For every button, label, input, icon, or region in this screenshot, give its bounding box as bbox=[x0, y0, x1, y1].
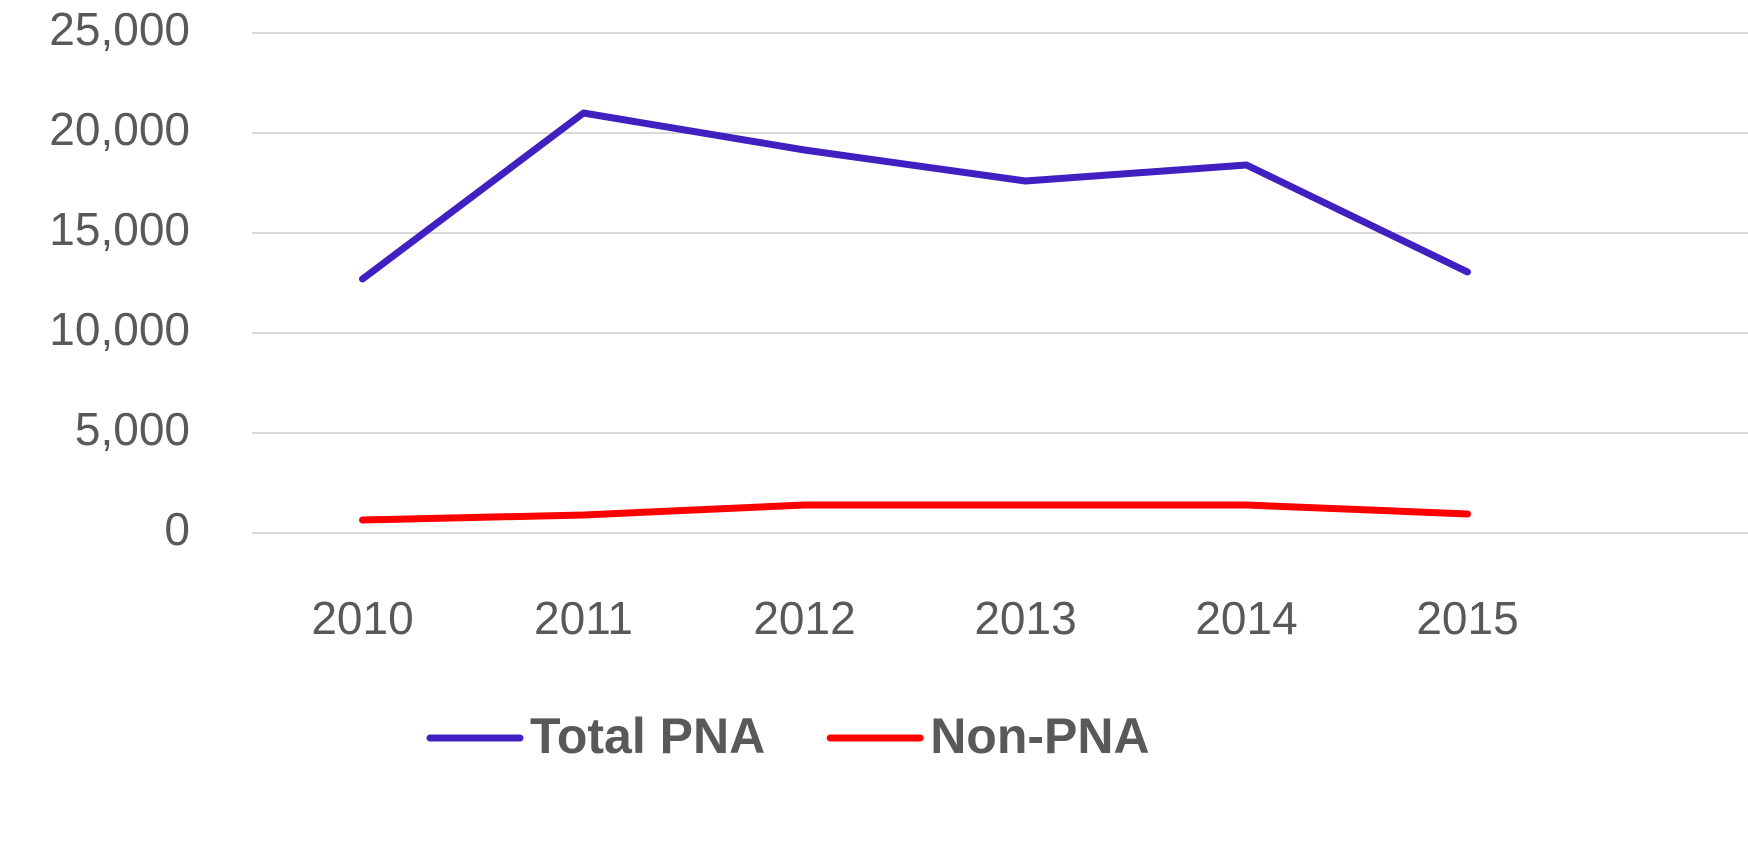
y-tick-label: 15,000 bbox=[49, 203, 190, 255]
y-tick-label: 20,000 bbox=[49, 103, 190, 155]
series-line bbox=[359, 501, 1471, 524]
legend-label: Non-PNA bbox=[930, 708, 1149, 764]
series-line bbox=[359, 109, 1471, 283]
y-tick-label: 0 bbox=[164, 503, 190, 555]
y-tick-label: 25,000 bbox=[49, 3, 190, 55]
x-tick-label: 2014 bbox=[1195, 592, 1297, 644]
x-tick-label: 2012 bbox=[753, 592, 855, 644]
y-tick-label: 5,000 bbox=[75, 403, 190, 455]
legend-label: Total PNA bbox=[530, 708, 765, 764]
x-tick-label: 2011 bbox=[534, 592, 633, 644]
x-tick-label: 2015 bbox=[1416, 592, 1518, 644]
x-tick-label: 2010 bbox=[311, 592, 413, 644]
y-tick-label: 10,000 bbox=[49, 303, 190, 355]
x-tick-label: 2013 bbox=[974, 592, 1076, 644]
